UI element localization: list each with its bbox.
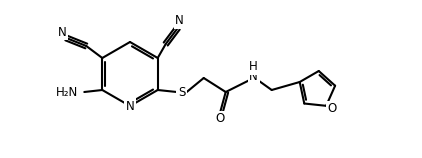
Text: H: H: [249, 61, 258, 73]
Text: H₂N: H₂N: [56, 85, 78, 98]
Text: N: N: [126, 100, 134, 112]
Text: N: N: [175, 15, 184, 27]
Text: N: N: [249, 70, 258, 82]
Text: O: O: [215, 112, 225, 125]
Text: N: N: [58, 25, 67, 39]
Text: O: O: [327, 102, 337, 115]
Text: S: S: [178, 85, 185, 98]
